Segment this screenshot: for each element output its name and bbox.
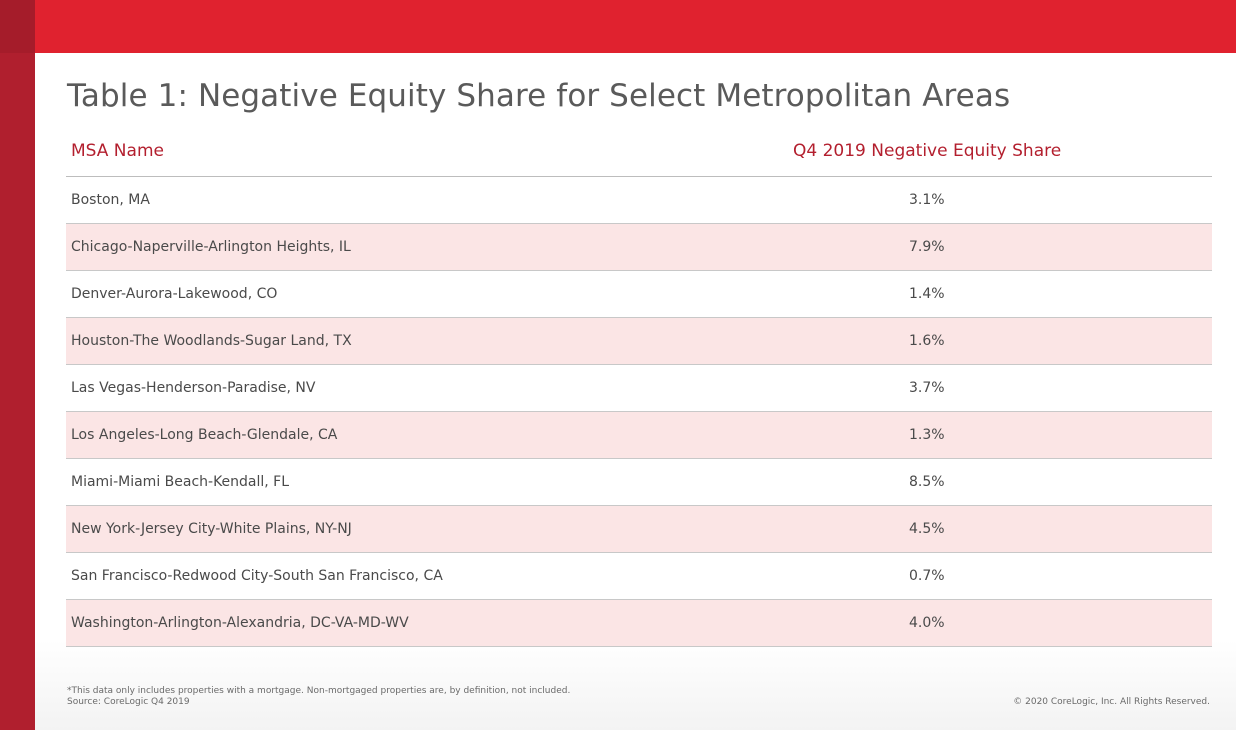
share-value-cell: 3.7%: [909, 380, 945, 396]
msa-name-cell: Chicago-Naperville-Arlington Heights, IL: [71, 239, 351, 255]
column-header-negative-equity-share: Q4 2019 Negative Equity Share: [793, 141, 1062, 161]
msa-name-cell: Boston, MA: [71, 192, 150, 208]
msa-name-cell: Denver-Aurora-Lakewood, CO: [71, 286, 278, 302]
page-title: Table 1: Negative Equity Share for Selec…: [67, 78, 1011, 114]
table-row: Chicago-Naperville-Arlington Heights, IL…: [66, 224, 1212, 271]
top-banner: [35, 0, 1236, 53]
footer-background: [35, 640, 1236, 730]
table-row: Denver-Aurora-Lakewood, CO 1.4%: [66, 271, 1212, 318]
table-row: Boston, MA 3.1%: [66, 177, 1212, 224]
left-accent-bar-top: [0, 0, 35, 53]
msa-name-cell: Las Vegas-Henderson-Paradise, NV: [71, 380, 316, 396]
left-accent-bar: [0, 53, 35, 730]
column-header-msa-name: MSA Name: [71, 141, 164, 161]
footnote-source: Source: CoreLogic Q4 2019: [67, 697, 190, 707]
table-row: New York-Jersey City-White Plains, NY-NJ…: [66, 506, 1212, 553]
footnote: *This data only includes properties with…: [67, 686, 570, 708]
share-value-cell: 8.5%: [909, 474, 945, 490]
table-row: Los Angeles-Long Beach-Glendale, CA 1.3%: [66, 412, 1212, 459]
share-value-cell: 0.7%: [909, 568, 945, 584]
table-row: Houston-The Woodlands-Sugar Land, TX 1.6…: [66, 318, 1212, 365]
footnote-note: *This data only includes properties with…: [67, 686, 571, 696]
msa-name-cell: New York-Jersey City-White Plains, NY-NJ: [71, 521, 352, 537]
table-row: Las Vegas-Henderson-Paradise, NV 3.7%: [66, 365, 1212, 412]
share-value-cell: 1.4%: [909, 286, 945, 302]
share-value-cell: 3.1%: [909, 192, 945, 208]
msa-name-cell: Houston-The Woodlands-Sugar Land, TX: [71, 333, 352, 349]
msa-name-cell: Washington-Arlington-Alexandria, DC-VA-M…: [71, 615, 409, 631]
msa-name-cell: Los Angeles-Long Beach-Glendale, CA: [71, 427, 338, 443]
table-row: San Francisco-Redwood City-South San Fra…: [66, 553, 1212, 600]
share-value-cell: 1.3%: [909, 427, 945, 443]
msa-name-cell: San Francisco-Redwood City-South San Fra…: [71, 568, 443, 584]
share-value-cell: 4.0%: [909, 615, 945, 631]
table-row: Washington-Arlington-Alexandria, DC-VA-M…: [66, 600, 1212, 647]
share-value-cell: 1.6%: [909, 333, 945, 349]
share-value-cell: 4.5%: [909, 521, 945, 537]
share-value-cell: 7.9%: [909, 239, 945, 255]
table-row: Miami-Miami Beach-Kendall, FL 8.5%: [66, 459, 1212, 506]
msa-name-cell: Miami-Miami Beach-Kendall, FL: [71, 474, 290, 490]
copyright-notice: © 2020 CoreLogic, Inc. All Rights Reserv…: [1013, 697, 1210, 707]
data-table: Boston, MA 3.1% Chicago-Naperville-Arlin…: [66, 176, 1212, 647]
